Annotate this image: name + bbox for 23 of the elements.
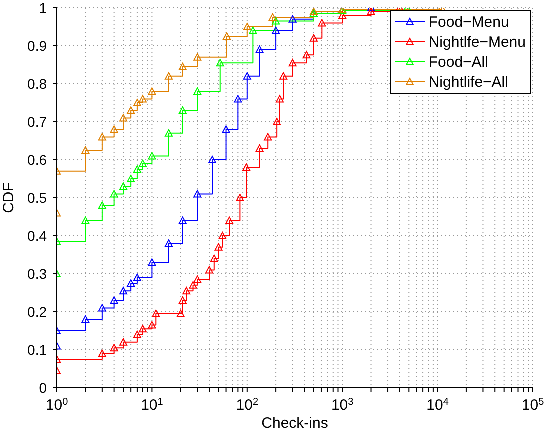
y-tick-label: 0.2 [28, 304, 48, 320]
x-tick-label: 10$^{2}$ [236, 396, 259, 414]
y-tick-label: 0.5 [28, 190, 48, 206]
legend-label: Nightlife−All [428, 74, 508, 90]
x-tick-label: 10$^{0}$ [46, 396, 69, 414]
y-tick-label: 1 [39, 0, 48, 16]
x-axis-title: Check-ins [262, 415, 328, 432]
y-tick-label: 0.3 [28, 266, 48, 282]
y-tick-label: 0 [39, 380, 48, 396]
x-tick-label: 10$^{1}$ [141, 396, 164, 414]
y-tick-label: 0.7 [28, 114, 48, 130]
x-tick-label: 10$^{5}$ [522, 396, 545, 414]
x-tick-label: 10$^{3}$ [331, 396, 354, 414]
y-tick-label: 0.1 [28, 342, 48, 358]
x-tick-label: 10$^{4}$ [426, 396, 450, 414]
y-tick-label: 0.6 [28, 152, 48, 168]
legend-label: Food−Menu [428, 14, 510, 30]
y-tick-label: 0.9 [28, 38, 48, 54]
legend-label: Nightlfe−Menu [428, 34, 526, 50]
y-tick-label: 0.4 [28, 228, 48, 244]
y-axis-title: CDF [0, 182, 18, 214]
y-tick-label: 0.8 [28, 76, 48, 92]
legend-label: Food−All [428, 54, 488, 70]
